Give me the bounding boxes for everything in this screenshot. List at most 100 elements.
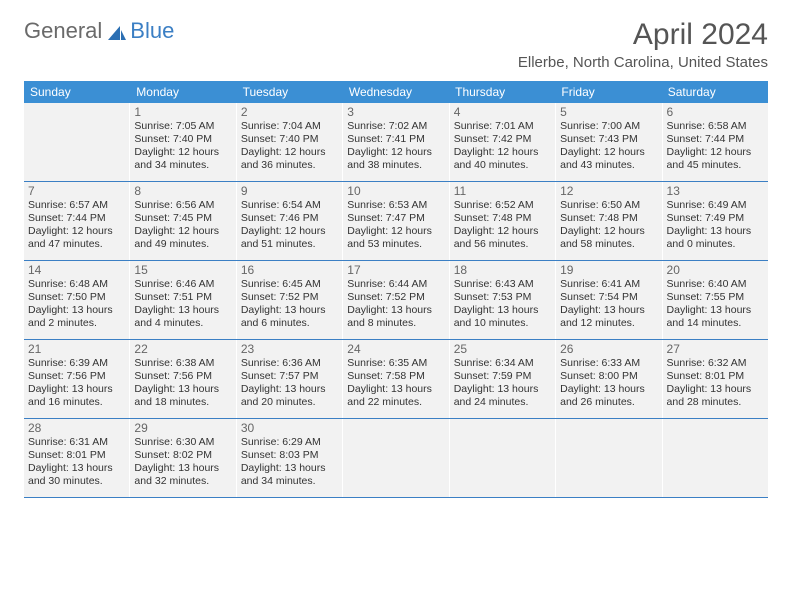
day-info-line: Sunset: 8:00 PM [560, 370, 657, 383]
day-info-line: and 40 minutes. [454, 159, 551, 172]
day-number: 3 [347, 105, 444, 119]
day-info-line: and 6 minutes. [241, 317, 338, 330]
day-info-line: Sunset: 7:47 PM [347, 212, 444, 225]
day-cell: 22Sunrise: 6:38 AMSunset: 7:56 PMDayligh… [130, 340, 236, 418]
day-info-line: Sunrise: 6:36 AM [241, 357, 338, 370]
day-number: 22 [134, 342, 231, 356]
day-info-line: Daylight: 12 hours [134, 146, 231, 159]
day-info-line: Daylight: 12 hours [241, 225, 338, 238]
day-info-line: Daylight: 13 hours [241, 462, 338, 475]
day-cell-empty [450, 419, 556, 497]
day-header-cell: Tuesday [237, 81, 343, 103]
day-info-line: Daylight: 12 hours [134, 225, 231, 238]
day-info-line: and 36 minutes. [241, 159, 338, 172]
day-info-line: Sunset: 7:50 PM [28, 291, 125, 304]
day-info-line: Daylight: 13 hours [667, 225, 764, 238]
day-info-line: Sunset: 7:48 PM [560, 212, 657, 225]
day-number: 20 [667, 263, 764, 277]
day-info: Sunrise: 6:48 AMSunset: 7:50 PMDaylight:… [28, 278, 125, 331]
day-cell: 8Sunrise: 6:56 AMSunset: 7:45 PMDaylight… [130, 182, 236, 260]
day-info-line: Sunrise: 6:49 AM [667, 199, 764, 212]
title-block: April 2024 Ellerbe, North Carolina, Unit… [518, 18, 768, 71]
day-info-line: and 20 minutes. [241, 396, 338, 409]
month-title: April 2024 [518, 18, 768, 52]
day-info-line: Sunrise: 6:52 AM [454, 199, 551, 212]
day-number: 24 [347, 342, 444, 356]
day-number: 25 [454, 342, 551, 356]
day-info-line: Daylight: 12 hours [454, 225, 551, 238]
day-cell: 6Sunrise: 6:58 AMSunset: 7:44 PMDaylight… [663, 103, 768, 181]
day-cell: 25Sunrise: 6:34 AMSunset: 7:59 PMDayligh… [450, 340, 556, 418]
week-row: 1Sunrise: 7:05 AMSunset: 7:40 PMDaylight… [24, 103, 768, 182]
day-info-line: Daylight: 13 hours [667, 383, 764, 396]
day-cell-empty [343, 419, 449, 497]
day-info-line: Sunrise: 6:39 AM [28, 357, 125, 370]
day-info-line: Sunset: 7:51 PM [134, 291, 231, 304]
day-info-line: and 28 minutes. [667, 396, 764, 409]
day-cell: 3Sunrise: 7:02 AMSunset: 7:41 PMDaylight… [343, 103, 449, 181]
day-cell-empty [24, 103, 130, 181]
day-info-line: Daylight: 13 hours [134, 304, 231, 317]
day-number: 6 [667, 105, 764, 119]
day-cell: 30Sunrise: 6:29 AMSunset: 8:03 PMDayligh… [237, 419, 343, 497]
day-cell: 15Sunrise: 6:46 AMSunset: 7:51 PMDayligh… [130, 261, 236, 339]
day-number: 11 [454, 184, 551, 198]
day-info-line: Sunrise: 6:35 AM [347, 357, 444, 370]
day-info-line: Daylight: 13 hours [454, 383, 551, 396]
day-info-line: Sunset: 8:01 PM [667, 370, 764, 383]
day-info-line: Daylight: 12 hours [667, 146, 764, 159]
day-number: 10 [347, 184, 444, 198]
day-info-line: Sunrise: 6:44 AM [347, 278, 444, 291]
day-info-line: Sunrise: 6:57 AM [28, 199, 125, 212]
day-info-line: Sunrise: 6:32 AM [667, 357, 764, 370]
day-info-line: and 43 minutes. [560, 159, 657, 172]
day-info-line: and 45 minutes. [667, 159, 764, 172]
day-info-line: and 2 minutes. [28, 317, 125, 330]
day-header-cell: Wednesday [343, 81, 449, 103]
location-text: Ellerbe, North Carolina, United States [518, 54, 768, 71]
day-info: Sunrise: 6:34 AMSunset: 7:59 PMDaylight:… [454, 357, 551, 410]
day-info: Sunrise: 6:38 AMSunset: 7:56 PMDaylight:… [134, 357, 231, 410]
day-info-line: Sunrise: 7:00 AM [560, 120, 657, 133]
calendar: SundayMondayTuesdayWednesdayThursdayFrid… [24, 81, 768, 498]
day-info-line: Sunrise: 6:46 AM [134, 278, 231, 291]
day-number: 9 [241, 184, 338, 198]
day-cell: 19Sunrise: 6:41 AMSunset: 7:54 PMDayligh… [556, 261, 662, 339]
day-info: Sunrise: 6:45 AMSunset: 7:52 PMDaylight:… [241, 278, 338, 331]
day-info-line: Sunset: 7:53 PM [454, 291, 551, 304]
day-cell: 13Sunrise: 6:49 AMSunset: 7:49 PMDayligh… [663, 182, 768, 260]
day-info-line: Daylight: 13 hours [134, 383, 231, 396]
day-info-line: Sunrise: 6:31 AM [28, 436, 125, 449]
day-info: Sunrise: 6:58 AMSunset: 7:44 PMDaylight:… [667, 120, 764, 173]
day-info-line: Daylight: 13 hours [28, 304, 125, 317]
day-header-cell: Saturday [662, 81, 768, 103]
day-info-line: Sunrise: 6:30 AM [134, 436, 231, 449]
day-cell: 11Sunrise: 6:52 AMSunset: 7:48 PMDayligh… [450, 182, 556, 260]
day-info-line: Sunset: 8:01 PM [28, 449, 125, 462]
day-info-line: Daylight: 13 hours [28, 383, 125, 396]
day-header-cell: Monday [130, 81, 236, 103]
day-info-line: Sunset: 8:03 PM [241, 449, 338, 462]
day-info-line: Daylight: 13 hours [560, 304, 657, 317]
day-info-line: Daylight: 12 hours [560, 225, 657, 238]
day-info-line: and 34 minutes. [134, 159, 231, 172]
day-info-line: and 32 minutes. [134, 475, 231, 488]
day-number: 27 [667, 342, 764, 356]
day-info-line: Sunset: 7:43 PM [560, 133, 657, 146]
day-info-line: Daylight: 12 hours [241, 146, 338, 159]
day-number: 1 [134, 105, 231, 119]
day-info: Sunrise: 6:33 AMSunset: 8:00 PMDaylight:… [560, 357, 657, 410]
day-info-line: and 24 minutes. [454, 396, 551, 409]
weeks-container: 1Sunrise: 7:05 AMSunset: 7:40 PMDaylight… [24, 103, 768, 498]
day-cell: 24Sunrise: 6:35 AMSunset: 7:58 PMDayligh… [343, 340, 449, 418]
day-info: Sunrise: 6:43 AMSunset: 7:53 PMDaylight:… [454, 278, 551, 331]
day-info-line: Sunset: 7:57 PM [241, 370, 338, 383]
day-info-line: Sunrise: 7:01 AM [454, 120, 551, 133]
day-info-line: Sunset: 7:55 PM [667, 291, 764, 304]
day-number: 7 [28, 184, 125, 198]
day-info-line: Sunset: 7:40 PM [134, 133, 231, 146]
day-info-line: Sunset: 7:56 PM [134, 370, 231, 383]
day-info: Sunrise: 6:41 AMSunset: 7:54 PMDaylight:… [560, 278, 657, 331]
day-info-line: Sunset: 7:41 PM [347, 133, 444, 146]
day-header-row: SundayMondayTuesdayWednesdayThursdayFrid… [24, 81, 768, 103]
